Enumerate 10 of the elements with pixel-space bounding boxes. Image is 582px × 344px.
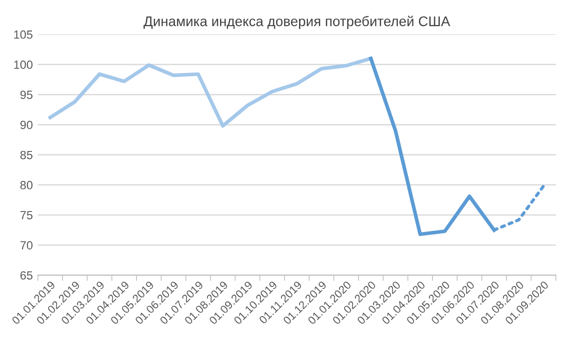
y-tick-label: 100 bbox=[14, 60, 33, 69]
y-tick-label: 65 bbox=[20, 271, 32, 280]
chart-title: Динамика индекса доверия потребителей США bbox=[144, 16, 450, 29]
y-tick-label: 95 bbox=[20, 90, 32, 99]
y-tick-label: 90 bbox=[20, 120, 33, 130]
y-tick-label: 80 bbox=[20, 180, 33, 190]
y-tick-label: 75 bbox=[20, 211, 32, 220]
y-tick-label: 105 bbox=[14, 30, 32, 39]
y-tick-label: 85 bbox=[20, 150, 32, 160]
y-tick-label: 70 bbox=[20, 241, 33, 250]
